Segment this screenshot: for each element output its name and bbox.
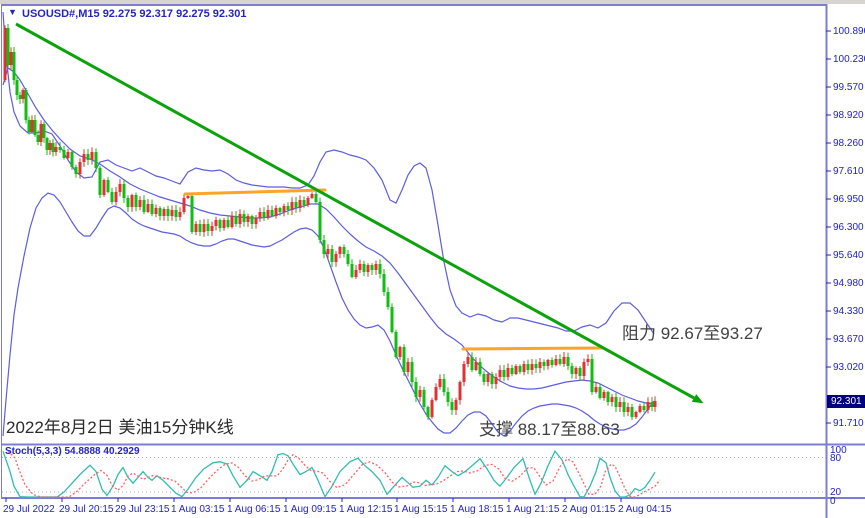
resistance-line-1[interactable] (183, 188, 327, 196)
stoch-tick-label: 20 (830, 487, 842, 498)
price-tick-label: 94.980 (833, 278, 864, 289)
price-tick-label: 93.670 (833, 334, 864, 345)
stoch-k-line (2, 449, 656, 499)
price-tick-label: 98.920 (833, 110, 864, 121)
window-top-strip (0, 0, 865, 4)
price-tick-label: 93.020 (833, 362, 864, 373)
stochastic-indicator-label: Stoch(5,3,3) 54.8888 40.2929 (5, 446, 140, 457)
price-tick-label: 98.260 (833, 138, 864, 149)
stoch-tick-label: 0 (830, 496, 836, 507)
time-tick-label: 2 Aug 01:15 (562, 504, 616, 515)
price-tick-label: 97.610 (833, 166, 864, 177)
price-tick-label: 95.640 (833, 250, 864, 261)
time-tick-label: 29 Jul 23:15 (115, 504, 170, 515)
support-annotation[interactable]: 支撑 88.17至88.63 (479, 420, 620, 439)
time-tick-label: 1 Aug 18:15 (450, 504, 504, 515)
time-tick-label: 1 Aug 15:15 (394, 504, 448, 515)
price-tick-label: 96.300 (833, 222, 864, 233)
resistance-line-2[interactable] (461, 346, 604, 351)
stoch-tick-label: 100 (830, 445, 847, 456)
price-tick-label: 91.710 (833, 418, 864, 429)
time-tick-label: 2 Aug 04:15 (618, 504, 672, 515)
time-tick-label: 1 Aug 12:15 (339, 504, 393, 515)
time-tick-label: 1 Aug 03:15 (171, 504, 225, 515)
stoch-tick-label: 80 (830, 453, 842, 464)
candles-layer (3, 24, 657, 421)
time-tick-label: 29 Jul 20:15 (59, 504, 114, 515)
time-tick-label: 29 Jul 2022 (3, 504, 55, 515)
price-tick-label: 99.570 (833, 82, 864, 93)
price-tick-label: 96.950 (833, 194, 864, 205)
current-price-tag: 92.301 (827, 395, 865, 408)
bollinger-upper-band (2, 11, 655, 335)
price-tick-label: 100.230 (833, 54, 865, 65)
price-tick-label: 94.330 (833, 306, 864, 317)
time-tick-label: 1 Aug 06:15 (227, 504, 281, 515)
resistance-annotation[interactable]: 阻力 92.67至93.27 (622, 324, 763, 343)
date-annotation[interactable]: 2022年8月2日 美油15分钟K线 (6, 418, 234, 437)
chart-marker-icon: ▼ (8, 7, 17, 17)
trendline-arrowhead (691, 394, 704, 404)
symbol-info-line: USOUSD#,M15 92.275 92.317 92.275 92.301 (22, 8, 247, 20)
bollinger-middle-band (2, 67, 655, 405)
down-trendline[interactable] (15, 22, 695, 400)
time-tick-label: 1 Aug 09:15 (283, 504, 337, 515)
bollinger-lower-band (2, 192, 655, 437)
time-tick-label: 1 Aug 21:15 (506, 504, 560, 515)
stoch-d-line (7, 450, 661, 498)
price-tick-label: 100.890 (833, 26, 865, 37)
